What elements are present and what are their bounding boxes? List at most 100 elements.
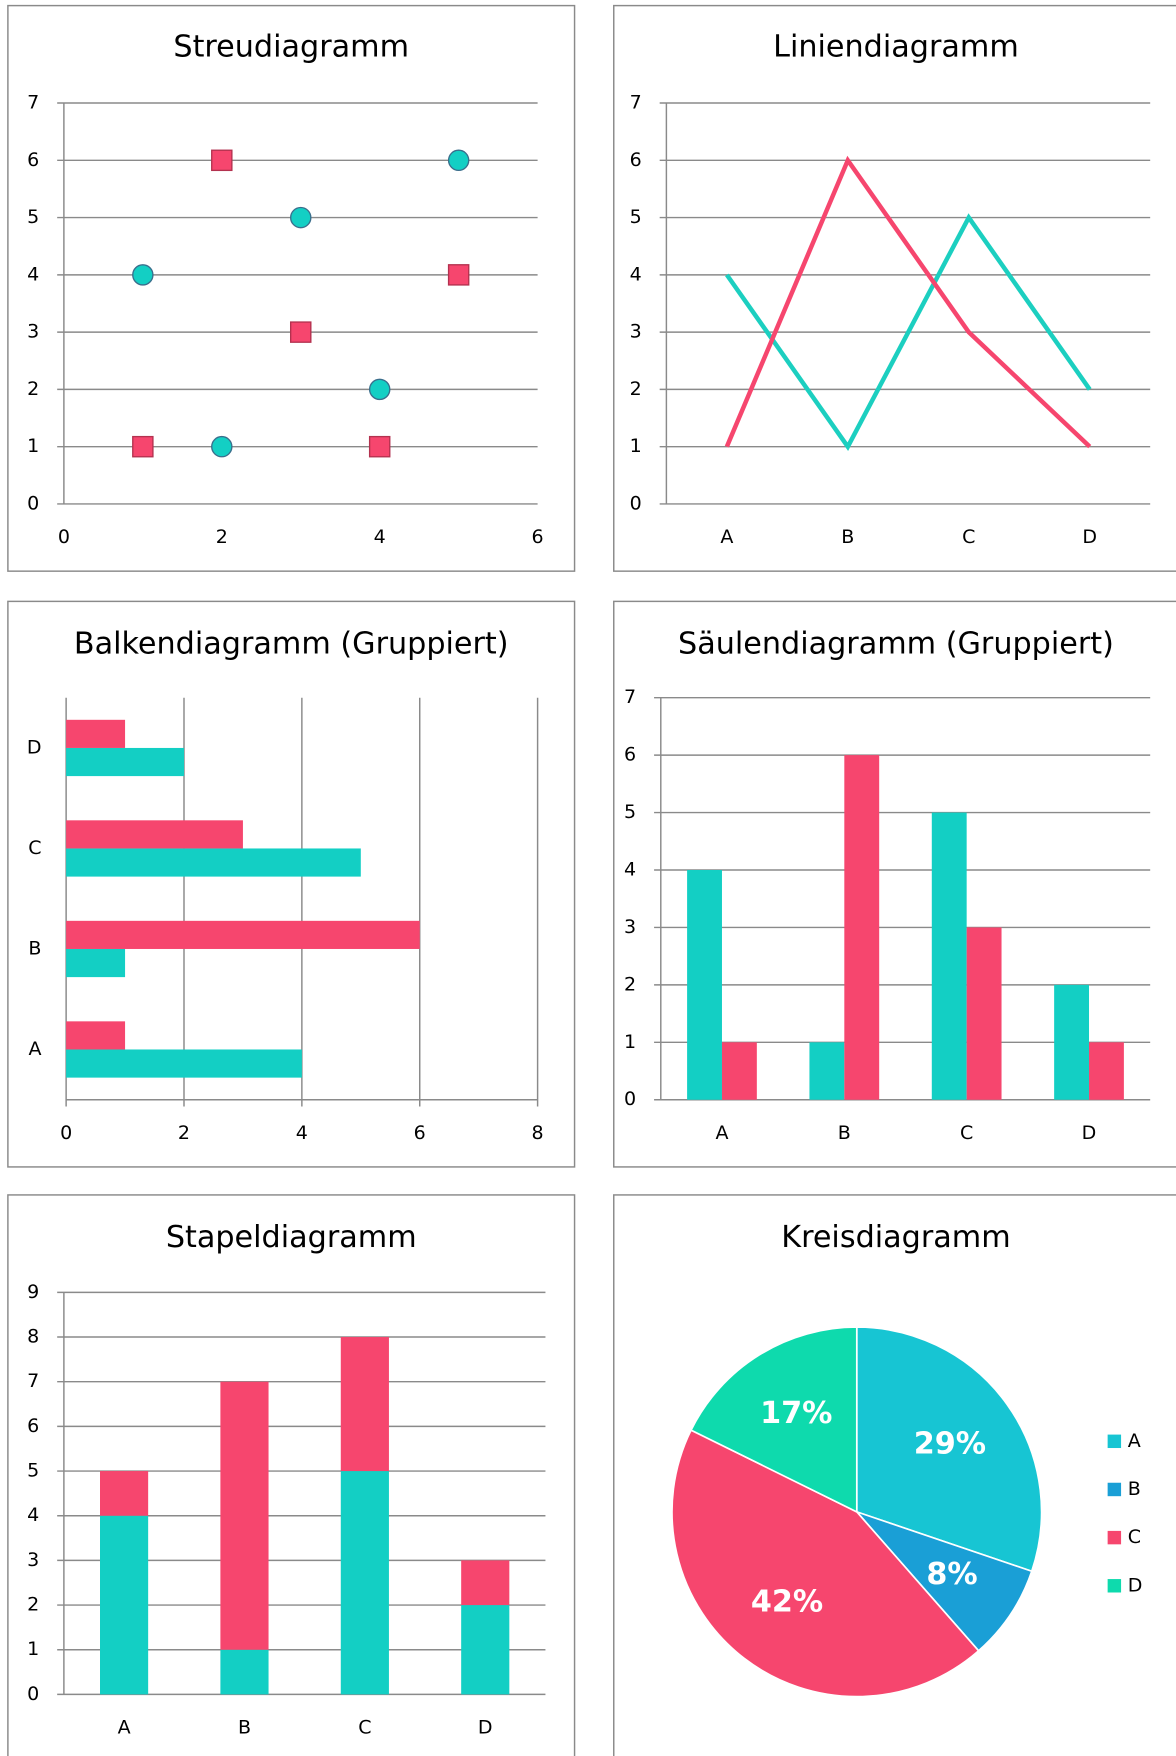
y-tick-label: 4	[624, 859, 636, 881]
y-tick-label: 3	[630, 321, 642, 343]
bar	[340, 1337, 389, 1472]
x-tick-label: A	[118, 1717, 131, 1739]
y-tick-label: 1	[630, 435, 642, 457]
bar	[66, 747, 184, 777]
y-tick-label: 2	[27, 378, 39, 400]
x-tick-label: 8	[532, 1122, 544, 1144]
y-tick-label: 0	[630, 492, 642, 514]
legend-swatch	[1107, 1434, 1122, 1449]
y-tick-label: 3	[27, 321, 39, 343]
y-tick-label: 4	[630, 263, 642, 285]
chart-title: Balkendiagramm (Gruppiert)	[74, 627, 509, 662]
y-tick-label: 7	[27, 1370, 39, 1392]
bar	[66, 820, 243, 849]
y-tick-label: 2	[27, 1594, 39, 1616]
legend-label: D	[1128, 1574, 1143, 1596]
y-tick-label: 3	[27, 1549, 39, 1571]
x-tick-label: 4	[296, 1122, 308, 1144]
legend-swatch	[1107, 1530, 1122, 1545]
y-tick-label: C	[28, 837, 41, 859]
bar	[100, 1471, 149, 1516]
x-tick-label: 2	[216, 526, 228, 548]
bar	[461, 1605, 510, 1695]
bar	[461, 1560, 510, 1606]
chart-title: Kreisdiagramm	[781, 1220, 1010, 1255]
bar	[844, 755, 880, 1100]
y-tick-label: D	[27, 736, 42, 758]
y-tick-label: 0	[27, 1683, 39, 1705]
bar	[66, 948, 126, 978]
panel	[7, 4, 576, 572]
y-tick-label: 4	[27, 263, 39, 285]
y-tick-label: A	[28, 1038, 41, 1060]
bar	[66, 719, 126, 748]
bar	[100, 1515, 149, 1695]
y-tick-label: 0	[27, 492, 39, 514]
bar	[721, 1042, 757, 1100]
data-label: 8%	[926, 1557, 977, 1592]
bar	[340, 1471, 389, 1695]
bar	[1089, 1042, 1124, 1100]
point	[132, 435, 154, 458]
panel	[613, 4, 1176, 572]
y-tick-label: 5	[27, 1460, 39, 1482]
bar	[809, 1042, 845, 1100]
y-tick-label: B	[28, 937, 41, 959]
y-tick-label: 2	[624, 973, 636, 995]
x-tick-label: 2	[178, 1122, 190, 1144]
y-tick-label: 5	[630, 206, 642, 228]
bar	[66, 1049, 302, 1078]
y-tick-label: 9	[27, 1281, 39, 1303]
x-tick-label: A	[715, 1122, 728, 1144]
x-tick-label: B	[238, 1717, 251, 1739]
y-tick-label: 1	[27, 435, 39, 457]
y-tick-label: 1	[624, 1031, 636, 1053]
bar	[66, 1021, 126, 1050]
bar	[966, 927, 1002, 1100]
point	[368, 435, 391, 458]
bar	[1054, 984, 1090, 1100]
x-tick-label: 4	[374, 526, 386, 548]
legend-label: C	[1128, 1526, 1141, 1548]
bar	[220, 1381, 269, 1650]
y-tick-label: 5	[624, 801, 636, 823]
legend-swatch	[1107, 1579, 1122, 1593]
y-tick-label: 5	[27, 206, 39, 228]
x-tick-label: A	[720, 526, 733, 548]
y-tick-label: 0	[624, 1088, 636, 1110]
point	[289, 206, 312, 229]
bar	[687, 870, 722, 1100]
x-tick-label: D	[1082, 526, 1097, 548]
y-tick-label: 7	[630, 92, 642, 114]
chart-title: Streudiagramm	[173, 30, 409, 65]
x-tick-label: 6	[532, 526, 544, 548]
chart-title: Liniendiagramm	[773, 30, 1019, 65]
chart-title: Stapeldiagramm	[166, 1220, 417, 1255]
data-label: 42%	[751, 1584, 823, 1619]
y-tick-label: 3	[624, 916, 636, 938]
y-tick-label: 7	[27, 92, 39, 114]
line	[725, 213, 1092, 451]
x-tick-label: C	[960, 1122, 973, 1144]
point	[211, 149, 233, 172]
x-tick-label: C	[358, 1717, 371, 1739]
x-tick-label: C	[962, 526, 975, 548]
point	[368, 378, 391, 401]
pie-slice	[671, 1429, 980, 1698]
pie-slice	[854, 1510, 1033, 1652]
bar	[931, 812, 967, 1100]
data-label: 17%	[760, 1396, 832, 1431]
bar	[66, 920, 420, 949]
y-tick-label: 8	[27, 1326, 39, 1348]
y-tick-label: 6	[630, 149, 642, 171]
bar	[66, 848, 361, 877]
y-tick-label: 6	[27, 1415, 39, 1437]
point	[289, 321, 312, 343]
point	[211, 435, 233, 458]
x-tick-label: 6	[414, 1122, 426, 1144]
legend-swatch	[1107, 1482, 1122, 1497]
y-tick-label: 1	[27, 1638, 39, 1660]
panel	[7, 600, 576, 1168]
y-tick-label: 6	[624, 744, 636, 766]
